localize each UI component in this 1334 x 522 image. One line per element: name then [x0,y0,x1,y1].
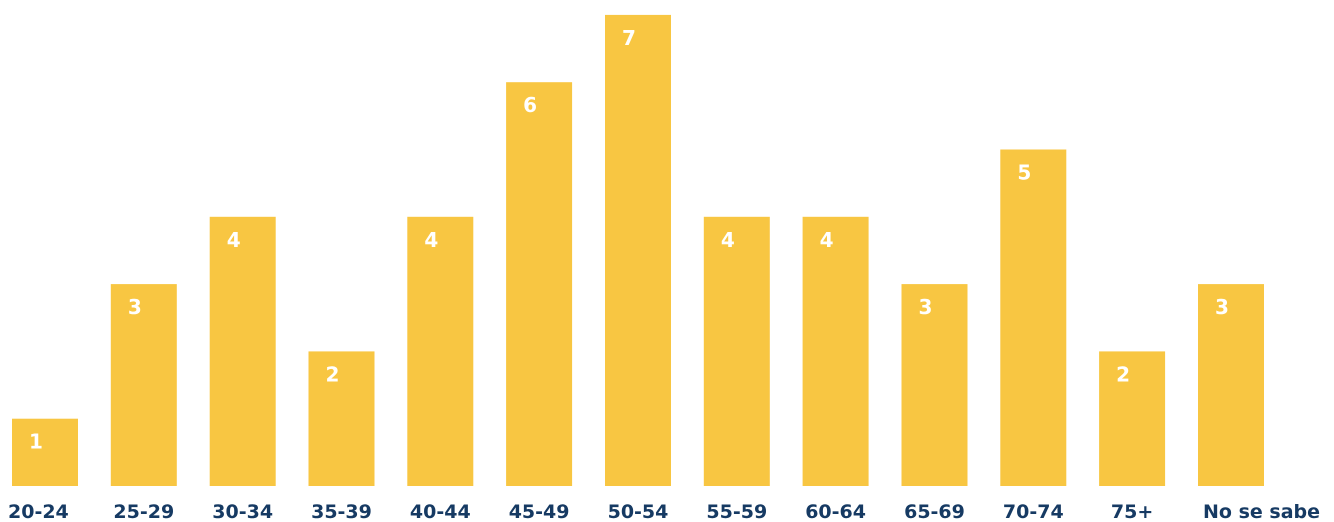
x-tick-label: No se sabe [1203,501,1320,522]
bar-50-54 [605,14,671,487]
x-tick-label: 55-59 [706,501,767,522]
bar-value-label: 4 [820,228,834,252]
bar-75plus [1099,351,1166,486]
bar-value-label: 7 [622,26,636,50]
bar-value-label: 5 [1017,161,1031,185]
bar-40-44 [407,216,474,487]
bar-value-label: 6 [523,93,537,117]
x-tick-label: 60-64 [805,501,866,522]
bar-value-label: 3 [1215,295,1229,319]
bars-layer [12,14,1264,487]
bar-70-74 [1000,149,1067,486]
x-tick-label: 75+ [1111,501,1153,522]
bar-30-34 [209,216,276,487]
bar-value-label: 2 [1116,362,1130,386]
bar-No-se-sabe [1198,284,1264,486]
x-tick-label: 25-29 [113,501,174,522]
bar-60-64 [802,216,869,487]
category-labels-layer: 20-24 25-29 30-34 35-39 40-44 45-49 50-54 55-59… [8,501,1320,522]
bar-value-label: 3 [128,295,142,319]
bar-value-label: 4 [424,228,438,252]
bar-value-label: 1 [29,430,43,454]
x-tick-label: 20-24 [8,501,69,522]
x-tick-label: 50-54 [608,501,669,522]
bar-55-59 [703,216,770,487]
x-tick-label: 35-39 [311,501,372,522]
bar-value-label: 2 [326,362,340,386]
bar-25-29 [110,284,177,486]
bar-45-49 [506,82,573,486]
x-tick-label: 65-69 [904,501,965,522]
bar-value-label: 3 [919,295,933,319]
x-tick-label: 45-49 [509,501,570,522]
x-tick-label: 70-74 [1003,501,1064,522]
x-tick-label: 30-34 [212,501,273,522]
bar-value-label: 4 [721,228,735,252]
bar-65-69 [901,284,968,486]
x-tick-label: 40-44 [410,501,471,522]
bar-35-39 [308,351,375,486]
bar-20-24 [12,418,78,486]
value-labels-layer: 1 3 4 2 4 6 7 4 4 3 5 2 3 [29,26,1229,454]
bar-value-label: 4 [227,228,241,252]
